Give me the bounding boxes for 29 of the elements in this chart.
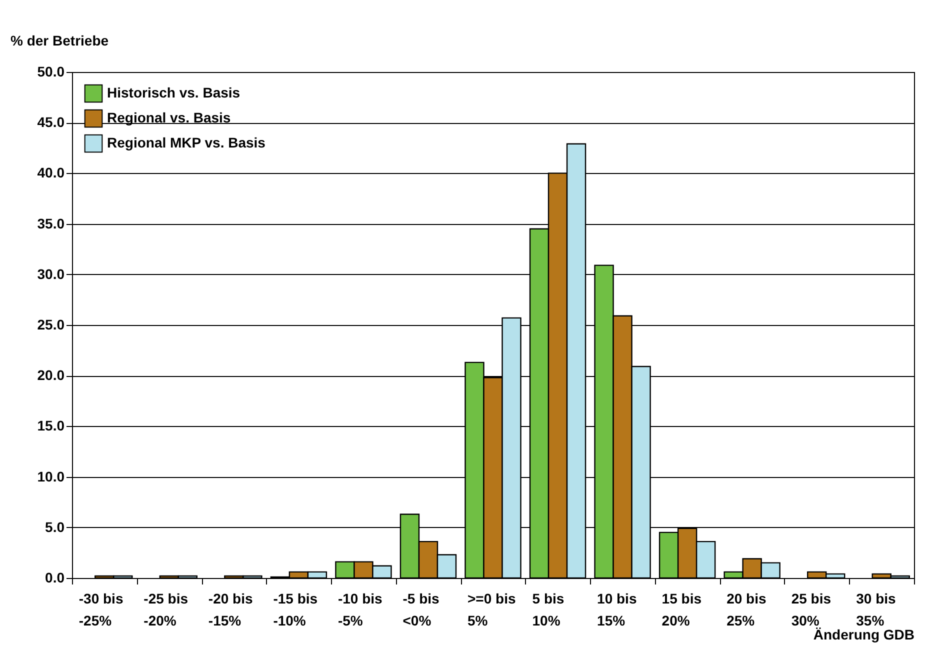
y-tick-label: 5.0 <box>45 518 65 535</box>
y-tick-label: 25.0 <box>37 316 65 332</box>
legend-label: Historisch vs. Basis <box>107 84 240 100</box>
x-tick-label: 5 bis 10% <box>532 590 564 628</box>
y-tick-label: 10.0 <box>37 468 65 484</box>
y-tick-label: 45.0 <box>37 114 65 130</box>
y-tick-label: 20.0 <box>37 367 65 384</box>
y-axis-title: % der Betriebe <box>10 32 109 48</box>
x-tick-label: -30 bis -25% <box>78 590 124 628</box>
y-tick-label: 0.0 <box>45 570 65 586</box>
x-tick-label: -5 bis <0% <box>402 590 440 628</box>
x-axis-title: Änderung GDB <box>813 626 914 642</box>
x-tick-label: 10 bis 15% <box>597 590 637 628</box>
x-tick-label: -25 bis -20% <box>144 590 188 628</box>
x-tick-label: 15 bis 20% <box>662 590 702 628</box>
y-tick-label: 50.0 <box>37 64 65 80</box>
x-tick-label: -20 bis -15% <box>208 590 253 628</box>
x-tick-label: 25 bis 30% <box>791 590 832 628</box>
y-tick-label: 35.0 <box>37 215 65 232</box>
y-tick-label: 15.0 <box>37 418 65 434</box>
x-tick-label: 20 bis 25% <box>726 590 766 628</box>
x-tick-label: -10 bis -5% <box>338 590 383 628</box>
x-tick-label: 30 bis 35% <box>856 590 896 628</box>
x-tick-label: -15 bis -10% <box>273 590 318 628</box>
legend-label: Regional vs. Basis <box>107 110 231 126</box>
y-tick-label: 30.0 <box>37 266 65 282</box>
legend-label: Regional MKP vs. Basis <box>107 134 266 150</box>
x-tick-label: >=0 bis 5% <box>468 590 516 628</box>
y-tick-label: 40.0 <box>37 164 65 181</box>
